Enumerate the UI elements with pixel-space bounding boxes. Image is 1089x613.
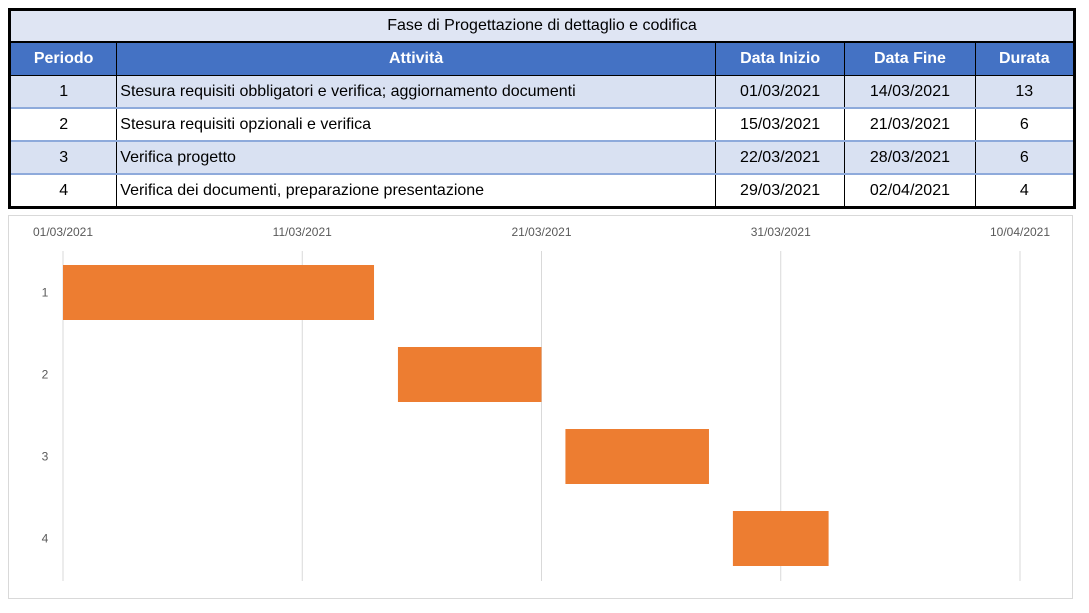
x-tick-label: 31/03/2021 — [751, 225, 811, 239]
cell-periodo: 1 — [8, 75, 118, 109]
column-header-attivita: Attività — [116, 41, 716, 76]
cell-attivita: Verifica progetto — [116, 140, 716, 175]
gantt-bar — [63, 265, 375, 320]
cell-attivita: Stesura requisiti obbligatori e verifica… — [116, 75, 716, 109]
cell-data-fine: 28/03/2021 — [844, 140, 976, 175]
table-row: 2 Stesura requisiti opzionali e verifica… — [8, 107, 1076, 142]
table-row: 1 Stesura requisiti obbligatori e verifi… — [8, 75, 1076, 109]
gantt-bar — [565, 429, 709, 484]
cell-durata: 4 — [974, 173, 1076, 208]
column-header-durata: Durata — [974, 41, 1076, 76]
y-category-label: 4 — [42, 532, 49, 546]
cell-data-inizio: 22/03/2021 — [714, 140, 846, 175]
cell-data-inizio: 15/03/2021 — [714, 107, 846, 142]
cell-periodo: 2 — [8, 107, 118, 142]
table-row: 4 Verifica dei documenti, preparazione p… — [8, 173, 1076, 208]
x-tick-label: 01/03/2021 — [33, 225, 93, 239]
y-category-label: 2 — [42, 368, 49, 382]
table-title: Fase di Progettazione di dettaglio e cod… — [9, 9, 1075, 43]
cell-durata: 6 — [974, 140, 1076, 175]
cell-data-inizio: 01/03/2021 — [714, 75, 846, 109]
column-header-data-fine: Data Fine — [844, 41, 976, 76]
plan-table: Fase di Progettazione di dettaglio e cod… — [8, 8, 1076, 209]
gantt-bar — [732, 511, 829, 566]
cell-data-inizio: 29/03/2021 — [714, 173, 846, 208]
cell-durata: 13 — [974, 75, 1076, 109]
x-tick-label: 10/04/2021 — [990, 225, 1050, 239]
y-category-label: 3 — [42, 450, 49, 464]
y-category-label: 1 — [42, 286, 49, 300]
x-tick-label: 21/03/2021 — [511, 225, 571, 239]
cell-periodo: 4 — [8, 173, 118, 208]
cell-data-fine: 14/03/2021 — [844, 75, 976, 109]
column-header-periodo: Periodo — [8, 41, 118, 76]
x-tick-label: 11/03/2021 — [273, 225, 332, 239]
cell-data-fine: 02/04/2021 — [844, 173, 976, 208]
cell-periodo: 3 — [8, 140, 118, 175]
cell-durata: 6 — [974, 107, 1076, 142]
column-header-data-inizio: Data Inizio — [714, 41, 846, 76]
gantt-chart: 01/03/2021 11/03/2021 21/03/2021 31/03/2021… — [8, 215, 1073, 599]
gantt-chart-svg: 01/03/2021 11/03/2021 21/03/2021 31/03/2021… — [33, 225, 1050, 581]
cell-attivita: Stesura requisiti opzionali e verifica — [116, 107, 716, 142]
gantt-bar — [397, 347, 542, 402]
cell-data-fine: 21/03/2021 — [844, 107, 976, 142]
table-row: 3 Verifica progetto 22/03/2021 28/03/202… — [8, 140, 1076, 175]
cell-attivita: Verifica dei documenti, preparazione pre… — [116, 173, 716, 208]
